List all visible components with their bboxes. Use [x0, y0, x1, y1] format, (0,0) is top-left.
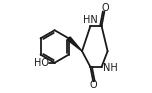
Text: HN: HN — [83, 15, 97, 25]
Polygon shape — [67, 37, 82, 51]
Text: HO: HO — [34, 58, 49, 68]
Text: O: O — [101, 3, 109, 13]
Text: O: O — [90, 80, 97, 90]
Text: NH: NH — [103, 63, 118, 73]
